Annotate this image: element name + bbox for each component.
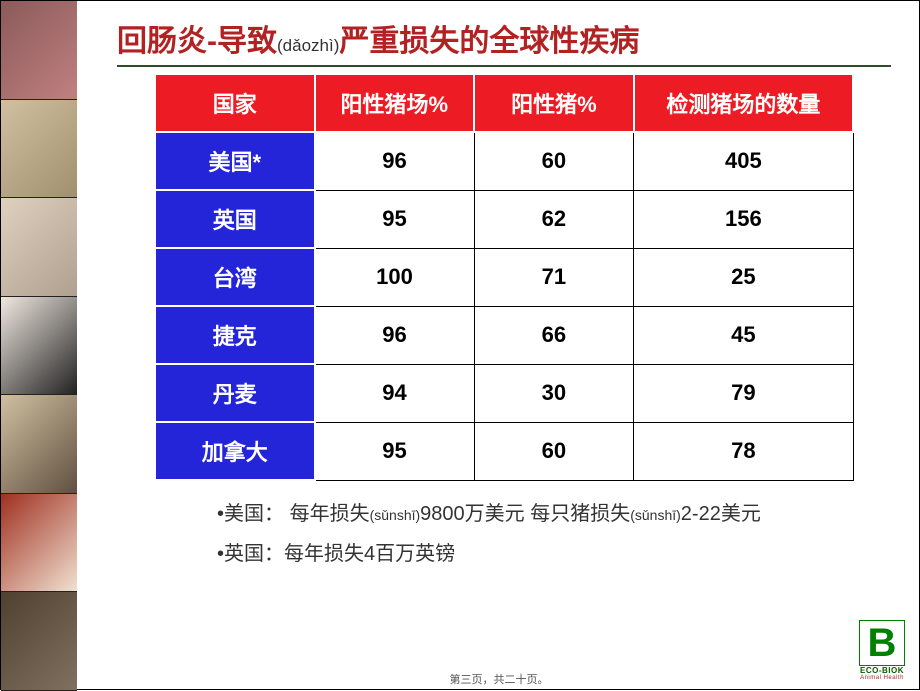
data-table: 国家阳性猪场%阳性猪%检测猪场的数量 美国*9660405英国9562156台湾…	[154, 73, 854, 481]
row-country: 加拿大	[155, 422, 315, 480]
strip-img-2	[1, 100, 77, 199]
logo-tagline: Animal Health	[859, 675, 905, 681]
cell-pig_pct: 62	[474, 190, 634, 248]
strip-img-4	[1, 297, 77, 396]
table-row: 英国9562156	[155, 190, 853, 248]
table-row: 加拿大956078	[155, 422, 853, 480]
cell-tested: 25	[634, 248, 853, 306]
strip-img-1	[1, 1, 77, 100]
cell-farm_pct: 94	[315, 364, 475, 422]
cell-pig_pct: 60	[474, 422, 634, 480]
cell-tested: 45	[634, 306, 853, 364]
strip-img-6	[1, 494, 77, 593]
cell-pig_pct: 71	[474, 248, 634, 306]
row-country: 丹麦	[155, 364, 315, 422]
footnote-country: •英国：	[217, 543, 284, 565]
footnotes: •美国： 每年损失(sǔnshī)9800万美元 每只猪损失(sǔnshī)2-…	[217, 499, 857, 569]
slide-content: 回肠炎-导致(dǎozhì)严重损失的全球性疾病 国家阳性猪场%阳性猪%检测猪场…	[77, 1, 920, 691]
pinyin: (sǔnshī)	[370, 507, 421, 523]
cell-tested: 79	[634, 364, 853, 422]
cell-farm_pct: 96	[315, 132, 475, 190]
pinyin: (sǔnshī)	[630, 507, 681, 523]
row-country: 英国	[155, 190, 315, 248]
cell-farm_pct: 96	[315, 306, 475, 364]
cell-tested: 156	[634, 190, 853, 248]
table-row: 台湾1007125	[155, 248, 853, 306]
strip-img-7	[1, 592, 77, 691]
logo-brand: ECO-BIOK	[859, 666, 905, 675]
cell-pig_pct: 66	[474, 306, 634, 364]
title-part1: 回肠炎-导致	[117, 25, 277, 58]
row-country: 台湾	[155, 248, 315, 306]
cell-pig_pct: 30	[474, 364, 634, 422]
footnote-text: 9800万美元 每只猪损失	[420, 503, 630, 525]
cell-farm_pct: 95	[315, 190, 475, 248]
logo-icon: B	[859, 620, 905, 666]
footnote-text: 2-22美元	[681, 503, 761, 525]
footnote-text: 每年损失4百万英镑	[284, 543, 455, 565]
cell-tested: 405	[634, 132, 853, 190]
table-header-row: 国家阳性猪场%阳性猪%检测猪场的数量	[155, 74, 853, 132]
footnote-uk: •英国：每年损失4百万英镑	[217, 539, 857, 569]
table-row: 丹麦943079	[155, 364, 853, 422]
brand-logo: B ECO-BIOK Animal Health	[859, 620, 905, 681]
strip-img-5	[1, 395, 77, 494]
cell-tested: 78	[634, 422, 853, 480]
left-image-strip	[1, 1, 77, 691]
strip-img-3	[1, 198, 77, 297]
cell-pig_pct: 60	[474, 132, 634, 190]
footnote-country: •美国：	[217, 503, 284, 525]
footnote-text: 每年损失	[290, 503, 370, 525]
table-col-header: 阳性猪场%	[315, 74, 475, 132]
footnote-usa: •美国： 每年损失(sǔnshī)9800万美元 每只猪损失(sǔnshī)2-…	[217, 499, 857, 529]
title-part2: 严重损失的全球性疾病	[339, 25, 639, 58]
title-divider	[117, 65, 891, 67]
title-pinyin: (dǎozhì)	[277, 36, 339, 55]
slide-title: 回肠炎-导致(dǎozhì)严重损失的全球性疾病	[117, 21, 891, 63]
table-col-header: 检测猪场的数量	[634, 74, 853, 132]
row-country: 捷克	[155, 306, 315, 364]
page-number: 第三页，共二十页。	[450, 671, 549, 687]
cell-farm_pct: 100	[315, 248, 475, 306]
row-country: 美国*	[155, 132, 315, 190]
table-row: 捷克966645	[155, 306, 853, 364]
table-row: 美国*9660405	[155, 132, 853, 190]
table-col-header: 国家	[155, 74, 315, 132]
table-col-header: 阳性猪%	[474, 74, 634, 132]
cell-farm_pct: 95	[315, 422, 475, 480]
